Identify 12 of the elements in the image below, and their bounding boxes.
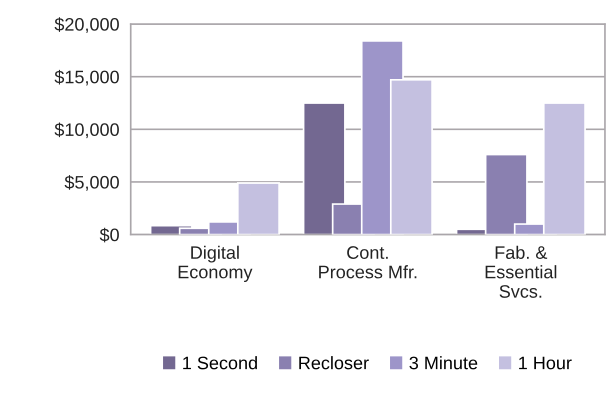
- y-tick-label: $20,000: [54, 17, 119, 33]
- y-tick-label: $10,000: [54, 122, 119, 138]
- y-tick-label: $5,000: [64, 175, 119, 191]
- x-tick-label: Cont. Process Mfr.: [319, 246, 416, 278]
- legend-label: 3 Minute: [409, 356, 478, 370]
- x-tick-label: Digital Economy: [178, 246, 252, 282]
- legend-label: Recloser: [299, 356, 369, 370]
- y-tick-label: $0: [100, 228, 119, 242]
- y-tick-label: $15,000: [54, 70, 119, 86]
- legend-label: 1 Hour: [519, 356, 572, 370]
- legend-label: 1 Second: [183, 356, 257, 370]
- x-tick-label: Fab. & Essential Svcs.: [486, 246, 556, 298]
